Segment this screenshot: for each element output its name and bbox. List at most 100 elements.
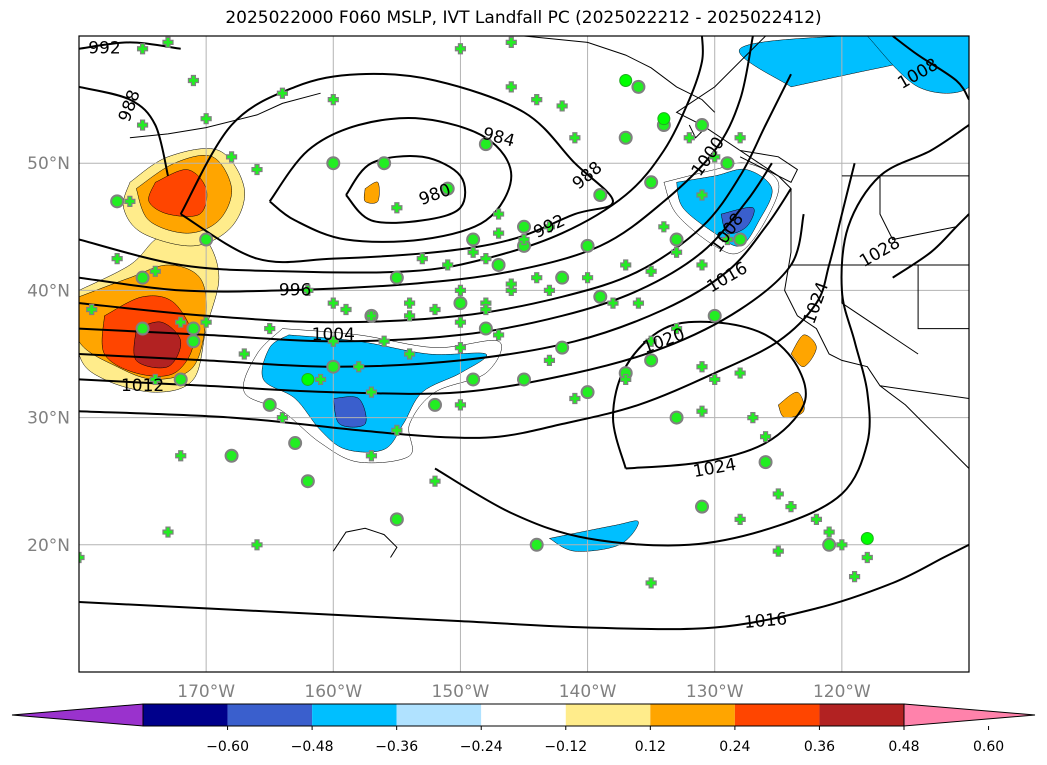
landfall-circle-marker bbox=[300, 474, 315, 489]
landfall-plus-marker bbox=[823, 526, 835, 538]
landfall-plus-marker bbox=[79, 551, 85, 564]
landfall-circle-marker bbox=[173, 372, 188, 387]
landfall-plus-marker bbox=[416, 253, 428, 265]
lon-tick-label: 160°W bbox=[304, 682, 362, 702]
contour-label: 1004 bbox=[312, 325, 355, 345]
ivt-region bbox=[790, 334, 817, 367]
lon-tick-label: 120°W bbox=[813, 682, 871, 702]
coastline bbox=[917, 265, 969, 330]
landfall-plus-marker bbox=[620, 373, 632, 386]
contour-label: 992 bbox=[88, 39, 120, 59]
ivt-region bbox=[777, 391, 805, 419]
landfall-plus-marker bbox=[734, 513, 746, 525]
landfall-circle-marker bbox=[733, 232, 748, 247]
landfall-plus-marker bbox=[556, 100, 568, 112]
colorbar-bin bbox=[650, 704, 735, 726]
landfall-circle-marker bbox=[517, 219, 531, 234]
colorbar-bin bbox=[227, 704, 313, 726]
landfall-plus-marker bbox=[696, 189, 708, 201]
contour-label: 1028 bbox=[856, 233, 903, 272]
landfall-plus-marker bbox=[187, 74, 200, 87]
landfall-circle-marker bbox=[695, 118, 709, 133]
landfall-plus-marker bbox=[442, 259, 454, 271]
graticule bbox=[79, 36, 969, 672]
coastlines bbox=[129, 36, 969, 558]
landfall-circle-marker bbox=[758, 455, 773, 470]
landfall-plus-marker bbox=[391, 202, 403, 214]
landfall-circle-marker bbox=[580, 238, 595, 253]
landfall-plus-marker bbox=[505, 278, 517, 290]
landfall-plus-marker bbox=[429, 303, 441, 316]
colorbar-tick-label: 0.12 bbox=[635, 739, 666, 755]
contour-label: 1024 bbox=[800, 279, 834, 326]
landfall-plus-marker bbox=[836, 539, 848, 551]
landfall-plus-marker bbox=[721, 233, 734, 246]
landfall-plus-marker bbox=[607, 297, 619, 309]
landfall-circle-marker bbox=[478, 321, 493, 336]
mslp-contour bbox=[268, 117, 513, 243]
landfall-plus-marker bbox=[480, 253, 492, 265]
landfall-plus-marker bbox=[709, 151, 721, 163]
landfall-plus-marker bbox=[403, 348, 416, 360]
map-title: 2025022000 F060 MSLP, IVT Landfall PC (2… bbox=[225, 8, 822, 28]
landfall-circle-marker bbox=[326, 156, 341, 171]
colorbar-tick-label: −0.48 bbox=[291, 739, 334, 755]
landfall-plus-marker bbox=[136, 119, 149, 131]
mslp-contour bbox=[79, 188, 792, 368]
coastline bbox=[841, 265, 919, 355]
mslp-contour bbox=[79, 162, 856, 439]
landfall-circle-marker bbox=[529, 537, 544, 552]
landfall-circle-marker bbox=[110, 194, 125, 209]
landfall-plus-marker bbox=[543, 221, 556, 233]
landfall-circle-marker bbox=[199, 232, 214, 247]
colorbar-tick-label: −0.36 bbox=[375, 739, 418, 755]
landfall-circle-marker bbox=[262, 397, 277, 412]
landfall-plus-marker bbox=[709, 373, 721, 386]
landfall-circle-marker bbox=[428, 397, 442, 412]
colorbar-extend-low bbox=[11, 703, 144, 727]
landfall-plus-marker bbox=[759, 431, 772, 443]
landfall-circle-marker bbox=[389, 270, 404, 285]
landfall-circle-marker bbox=[720, 156, 735, 171]
landfall-dot-marker bbox=[619, 74, 633, 88]
landfall-plus-marker bbox=[632, 297, 645, 309]
colorbar-bin bbox=[734, 704, 820, 726]
landfall-plus-marker bbox=[251, 539, 263, 551]
landfall-dot-marker bbox=[860, 531, 874, 545]
landfall-circle-marker bbox=[580, 385, 595, 400]
landfall-plus-marker bbox=[264, 322, 276, 335]
landfall-plus-marker bbox=[467, 246, 479, 258]
lat-tick-label: 40°N bbox=[27, 281, 70, 301]
lat-tick-label: 30°N bbox=[27, 409, 70, 429]
landfall-plus-marker bbox=[734, 367, 746, 379]
lon-tick-label: 130°W bbox=[686, 682, 744, 702]
landfall-circle-marker bbox=[593, 188, 608, 202]
landfall-plus-marker bbox=[124, 195, 136, 207]
landfall-plus-marker bbox=[238, 348, 250, 360]
landfall-circle-marker bbox=[669, 232, 684, 247]
coastline bbox=[332, 527, 398, 558]
landfall-plus-marker bbox=[327, 297, 339, 309]
landfall-plus-marker bbox=[353, 361, 365, 373]
landfall-plus-marker bbox=[518, 233, 530, 246]
colorbar-extend-high bbox=[903, 703, 1036, 727]
landfall-plus-marker bbox=[454, 43, 467, 55]
colorbar-bin bbox=[396, 704, 482, 726]
landfall-plus-marker bbox=[696, 405, 708, 417]
landfall-plus-marker bbox=[543, 354, 556, 366]
coastline bbox=[688, 124, 703, 139]
coastline bbox=[675, 36, 969, 469]
landfall-plus-marker bbox=[645, 577, 657, 589]
landfall-circle-marker bbox=[288, 436, 303, 451]
landfall-plus-marker bbox=[200, 316, 212, 328]
mslp-contour bbox=[79, 36, 754, 293]
lat-tick-label: 20°N bbox=[27, 536, 70, 556]
landfall-plus-marker bbox=[403, 297, 416, 309]
landfall-plus-marker bbox=[810, 513, 823, 525]
landfall-plus-marker bbox=[340, 303, 352, 316]
landfall-plus-marker bbox=[314, 373, 327, 386]
colorbar-bin bbox=[819, 704, 904, 726]
landfall-plus-marker bbox=[492, 227, 505, 239]
landfall-circle-marker bbox=[593, 289, 608, 304]
